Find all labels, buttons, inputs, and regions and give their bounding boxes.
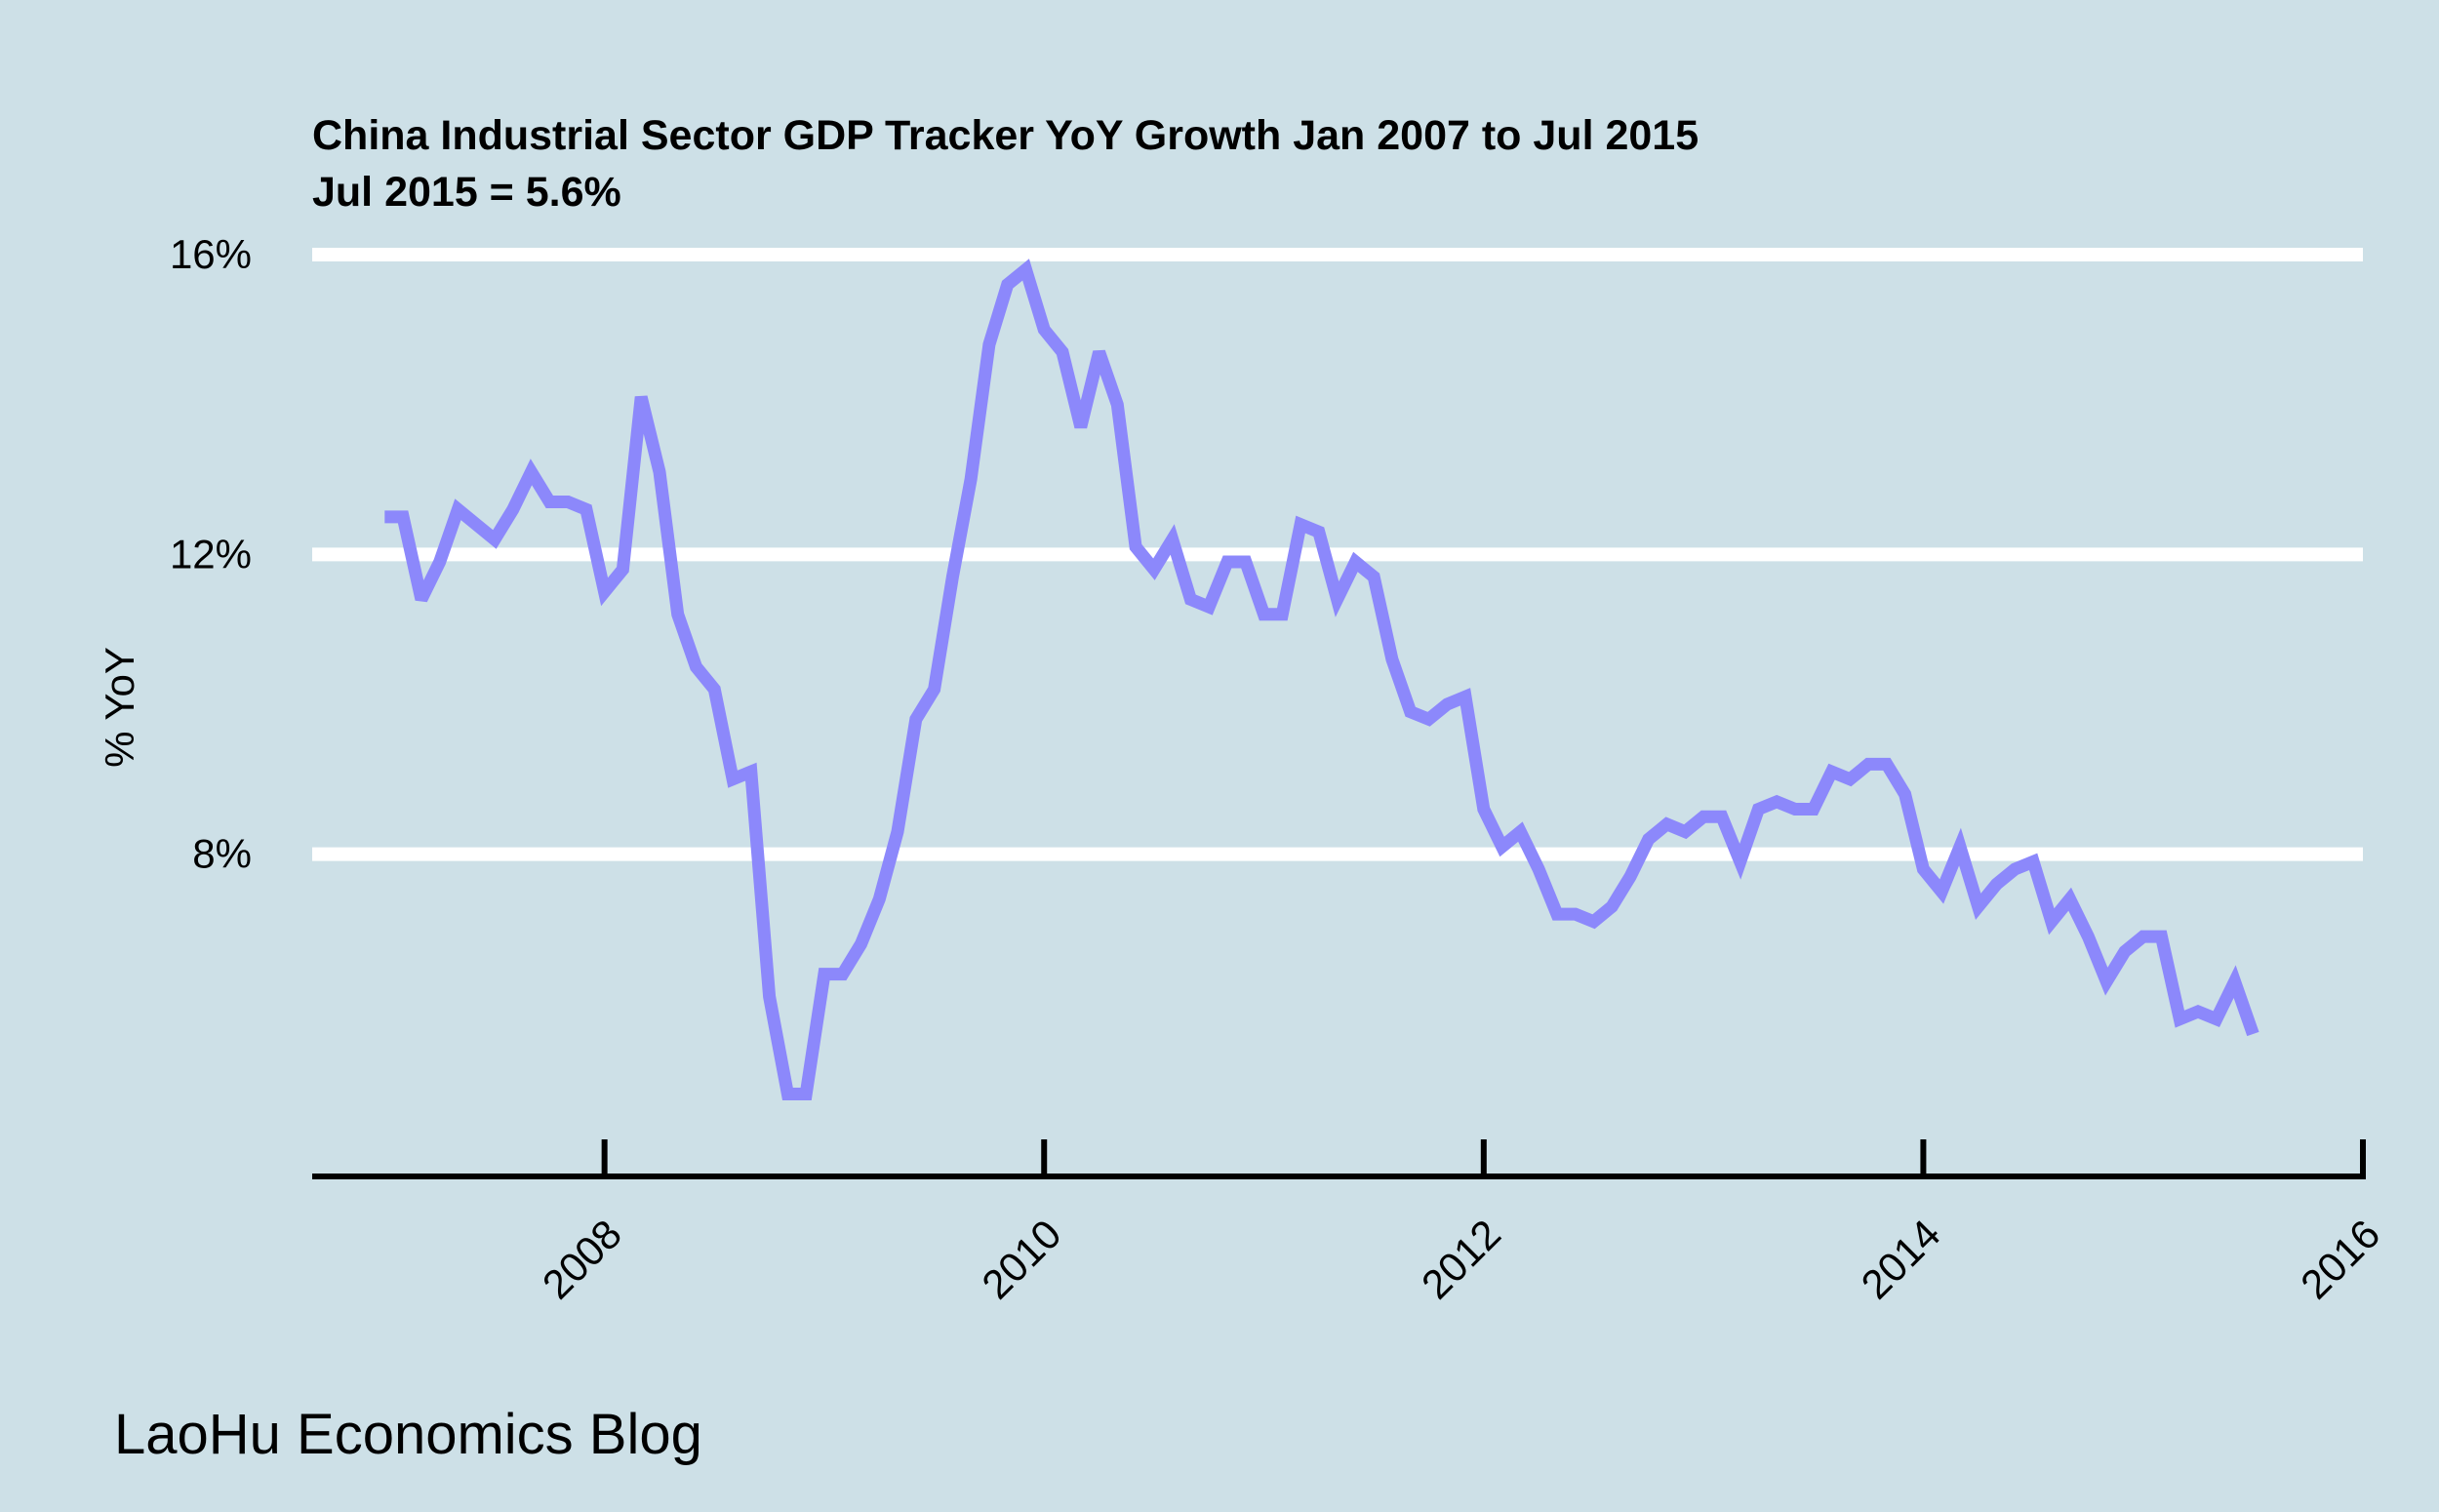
y-tick-label: 8% [192,831,252,877]
series-line-0 [384,259,2259,1100]
chart-subtitle: Jul 2015 = 5.6% [312,169,621,216]
y-axis-label: % YoY [97,647,142,768]
x-tick-label: 2010 [973,1211,1069,1307]
x-axis: 2008 2010 2012 2014 2016 [312,1139,2388,1307]
x-tick-label: 2016 [2292,1211,2388,1307]
y-axis-ticks: 8% 12% 16% [170,231,252,877]
y-tick-label: 16% [170,231,252,277]
x-tick-label: 2012 [1413,1211,1509,1307]
gridlines [312,248,2363,861]
x-tick-label: 2014 [1852,1211,1948,1307]
footer-credit: LaoHu Economics Blog [114,1403,702,1466]
chart-title: China Industrial Sector GDP Tracker YoY … [312,112,1699,159]
series-layer [384,259,2259,1100]
y-tick-label: 12% [170,531,252,577]
x-tick-label: 2008 [534,1211,630,1307]
